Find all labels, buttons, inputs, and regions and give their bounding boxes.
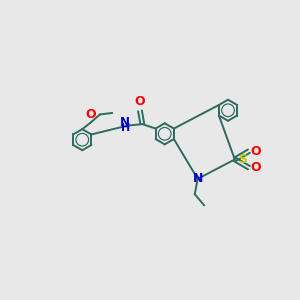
Text: O: O [134, 95, 145, 108]
Text: O: O [85, 108, 96, 121]
Text: S: S [238, 153, 247, 166]
Text: H: H [121, 123, 130, 133]
Text: O: O [251, 161, 261, 174]
Text: N: N [120, 116, 130, 129]
Text: N: N [193, 172, 203, 185]
Text: O: O [251, 145, 261, 158]
